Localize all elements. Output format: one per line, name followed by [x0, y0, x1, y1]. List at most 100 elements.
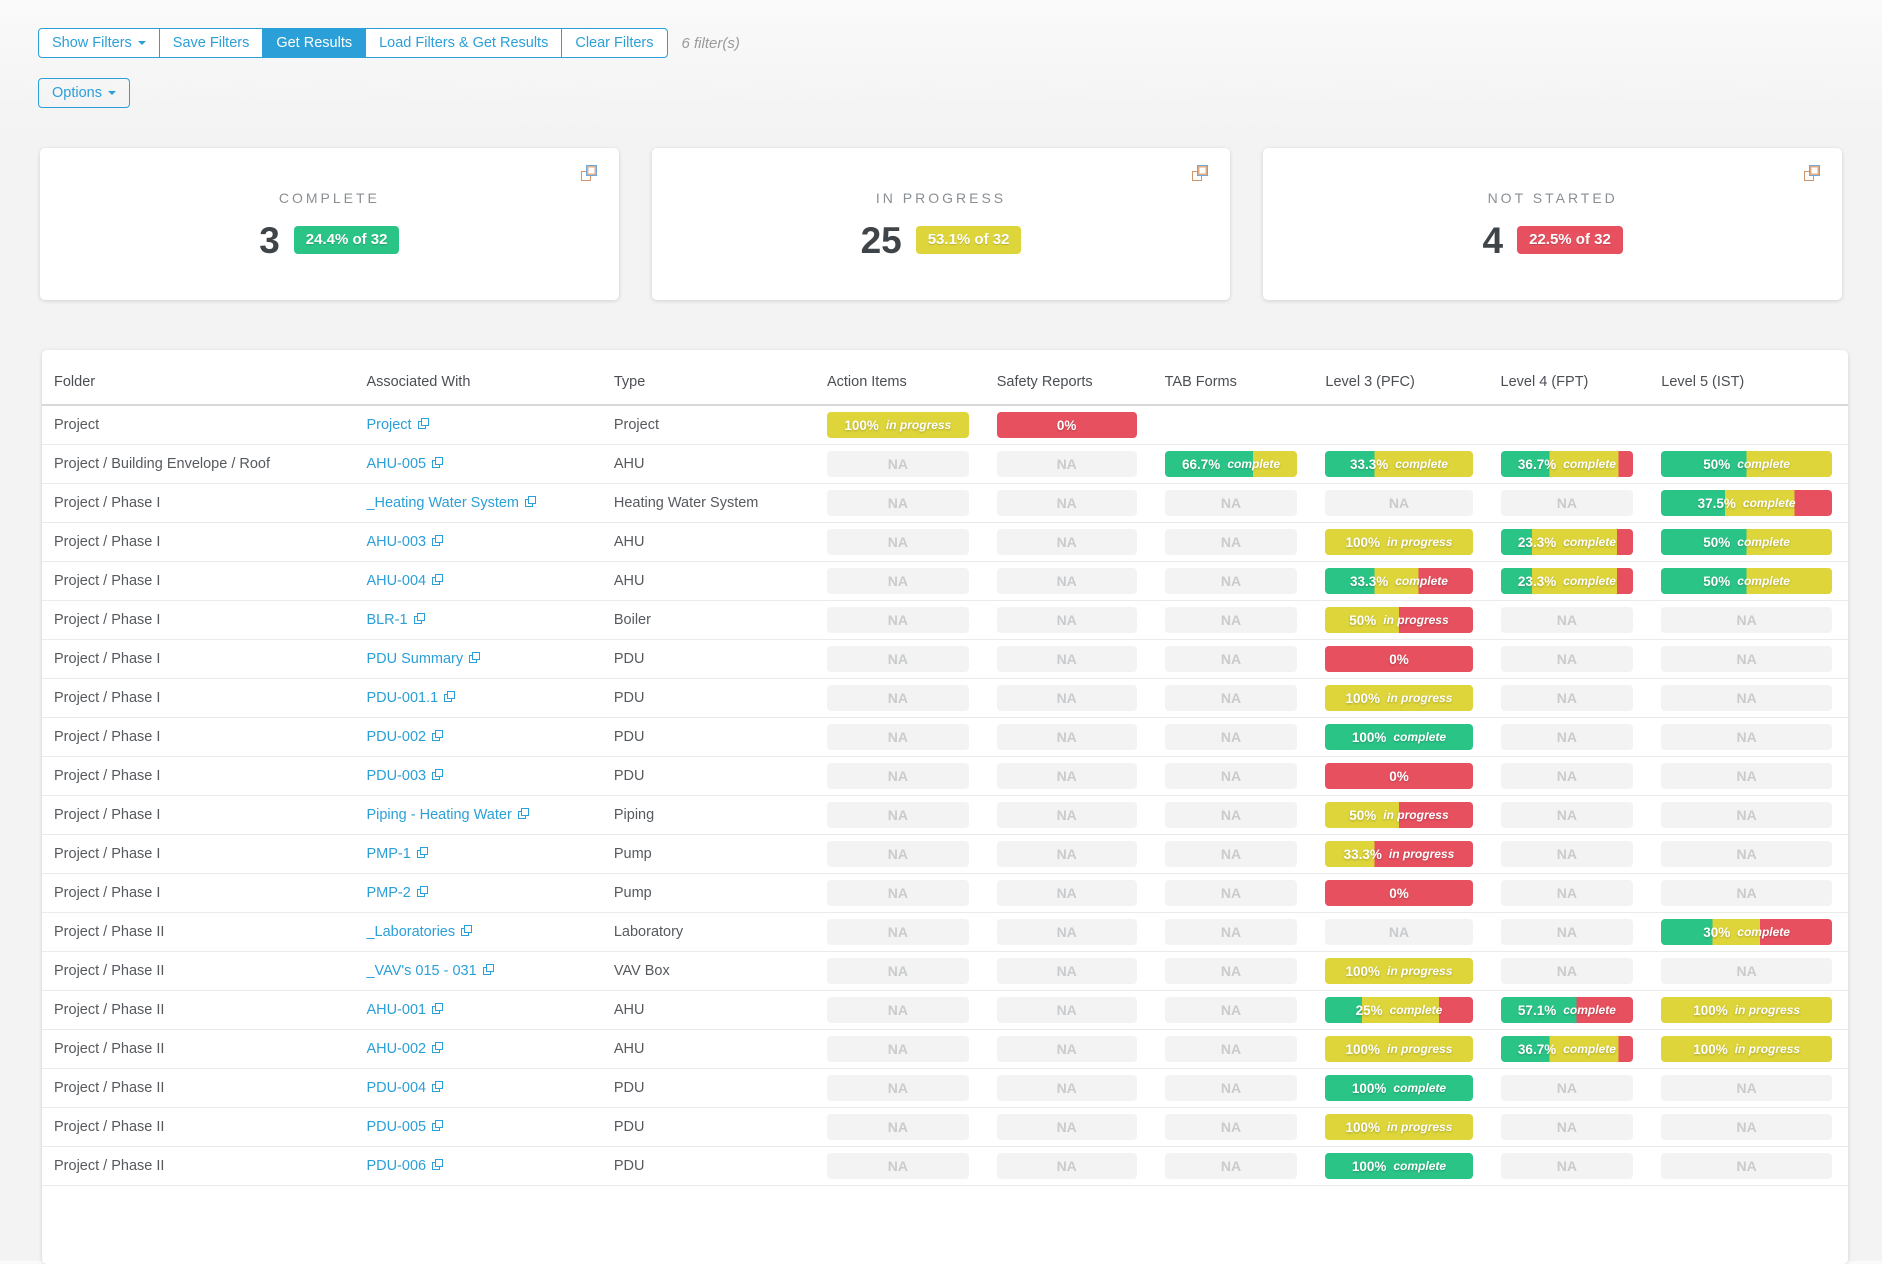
- progress-badge[interactable]: 0%: [1325, 646, 1473, 673]
- progress-badge[interactable]: 100% complete: [1325, 724, 1473, 751]
- filter-button-save-filters[interactable]: Save Filters: [158, 28, 264, 59]
- type-cell: VAV Box: [601, 951, 815, 992]
- badge-cell: 25% complete: [1313, 990, 1489, 1031]
- associated-cell: PDU-004: [354, 1068, 602, 1109]
- folder-cell: Project / Phase I: [42, 522, 355, 563]
- associated-link[interactable]: PDU-005: [366, 1119, 444, 1135]
- column-header-folder[interactable]: Folder: [42, 350, 355, 407]
- associated-link[interactable]: Piping - Heating Water: [366, 807, 529, 823]
- progress-badge[interactable]: 100% in progress: [1325, 685, 1473, 712]
- associated-link[interactable]: _VAV's 015 - 031: [366, 963, 494, 979]
- badge-status: complete: [1389, 1003, 1443, 1018]
- progress-badge[interactable]: 36.7% complete: [1500, 451, 1634, 478]
- badge-cell: NA: [1488, 483, 1650, 524]
- column-header-type[interactable]: Type: [601, 350, 815, 407]
- associated-link[interactable]: PDU Summary: [366, 651, 481, 667]
- badge-cell: 50% complete: [1649, 522, 1848, 563]
- progress-badge[interactable]: 33.3% in progress: [1325, 841, 1473, 868]
- associated-link[interactable]: PMP-2: [366, 885, 428, 901]
- associated-link[interactable]: AHU-005: [366, 456, 444, 472]
- associated-link[interactable]: PMP-1: [366, 846, 428, 862]
- card-stat-row: 3 24.4% of 32: [259, 219, 400, 261]
- badge-cell: NA: [814, 795, 985, 836]
- progress-badge[interactable]: 100% in progress: [826, 412, 969, 439]
- progress-badge[interactable]: 50% complete: [1661, 568, 1832, 595]
- progress-badge[interactable]: 100% complete: [1325, 1153, 1473, 1180]
- column-header-associated-with[interactable]: Associated With: [354, 350, 602, 407]
- card-count: 3: [259, 219, 280, 261]
- progress-badge[interactable]: 36.7% complete: [1500, 1036, 1634, 1063]
- column-header-tab-forms[interactable]: TAB Forms: [1152, 350, 1314, 407]
- na-badge: NA: [1661, 646, 1832, 673]
- badge-cell: NA: [1152, 1029, 1314, 1070]
- progress-badge[interactable]: 23.3% complete: [1500, 529, 1634, 556]
- progress-badge[interactable]: 100% complete: [1325, 1075, 1473, 1102]
- expand-icon[interactable]: [1804, 165, 1821, 182]
- na-badge: NA: [996, 490, 1137, 517]
- associated-link[interactable]: PDU-003: [366, 768, 444, 784]
- filter-button-get-results[interactable]: Get Results: [262, 28, 367, 59]
- na-badge: NA: [1325, 919, 1473, 946]
- associated-link[interactable]: PDU-001.1: [366, 690, 456, 706]
- progress-badge[interactable]: 0%: [996, 412, 1137, 439]
- progress-badge[interactable]: 50% complete: [1661, 529, 1832, 556]
- folder-cell: Project / Phase II: [42, 912, 355, 953]
- filter-button-show-filters[interactable]: Show Filters: [38, 28, 160, 59]
- progress-badge[interactable]: 100% in progress: [1661, 997, 1832, 1024]
- progress-badge[interactable]: 100% in progress: [1325, 958, 1473, 985]
- column-header-safety-reports[interactable]: Safety Reports: [984, 350, 1153, 407]
- expand-icon[interactable]: [1192, 165, 1209, 182]
- associated-link[interactable]: AHU-004: [366, 573, 444, 589]
- progress-badge[interactable]: 100% in progress: [1325, 529, 1473, 556]
- progress-badge[interactable]: 33.3% complete: [1325, 451, 1473, 478]
- progress-badge[interactable]: 50% complete: [1661, 451, 1832, 478]
- badge-status: complete: [1563, 1003, 1616, 1018]
- expand-icon[interactable]: [580, 165, 597, 182]
- badge-cell: 100% complete: [1313, 1068, 1489, 1109]
- popout-icon: [432, 574, 444, 586]
- badge-cell: [1649, 405, 1848, 446]
- type-cell: PDU: [601, 1146, 815, 1187]
- badge-cell: 30% complete: [1649, 912, 1848, 953]
- column-header-level-5-ist[interactable]: Level 5 (IST): [1649, 350, 1848, 407]
- associated-link[interactable]: AHU-001: [366, 1002, 444, 1018]
- options-button[interactable]: Options: [38, 78, 130, 109]
- associated-link[interactable]: PDU-002: [366, 729, 444, 745]
- progress-badge[interactable]: 0%: [1325, 880, 1473, 907]
- badge-cell: NA: [984, 483, 1153, 524]
- associated-link[interactable]: _Laboratories: [366, 924, 473, 940]
- progress-badge[interactable]: 100% in progress: [1325, 1036, 1473, 1063]
- column-header-action-items[interactable]: Action Items: [814, 350, 985, 407]
- associated-link[interactable]: AHU-003: [366, 534, 444, 550]
- badge-cell: NA: [1649, 639, 1848, 680]
- filter-button-load-filters-get-results[interactable]: Load Filters & Get Results: [365, 28, 563, 59]
- na-badge: NA: [996, 1153, 1137, 1180]
- progress-badge[interactable]: 50% in progress: [1325, 607, 1473, 634]
- progress-badge[interactable]: 23.3% complete: [1500, 568, 1634, 595]
- na-badge: NA: [1500, 607, 1634, 634]
- associated-link[interactable]: AHU-002: [366, 1041, 444, 1057]
- badge-percentage: 0%: [1389, 885, 1409, 901]
- column-header-level-4-fpt[interactable]: Level 4 (FPT): [1488, 350, 1650, 407]
- progress-badge[interactable]: 30% complete: [1661, 919, 1832, 946]
- progress-badge[interactable]: 0%: [1325, 763, 1473, 790]
- progress-badge[interactable]: 66.7% complete: [1164, 451, 1298, 478]
- progress-badge[interactable]: 50% in progress: [1325, 802, 1473, 829]
- progress-badge[interactable]: 37.5% complete: [1661, 490, 1832, 517]
- badge-cell: NA: [814, 717, 985, 758]
- progress-badge[interactable]: 100% in progress: [1661, 1036, 1832, 1063]
- column-header-level-3-pfc[interactable]: Level 3 (PFC): [1313, 350, 1489, 407]
- badge-percentage: 100%: [1351, 1080, 1387, 1096]
- associated-link[interactable]: PDU-006: [366, 1158, 444, 1174]
- associated-link[interactable]: _Heating Water System: [366, 495, 537, 511]
- associated-link[interactable]: BLR-1: [366, 612, 425, 628]
- progress-badge[interactable]: 33.3% complete: [1325, 568, 1473, 595]
- associated-link[interactable]: PDU-004: [366, 1080, 444, 1096]
- progress-badge[interactable]: 57.1% complete: [1500, 997, 1634, 1024]
- badge-cell: NA: [984, 1146, 1153, 1187]
- associated-link[interactable]: Project: [366, 417, 429, 433]
- progress-badge[interactable]: 100% in progress: [1325, 1114, 1473, 1141]
- button-label: Clear Filters: [575, 35, 654, 51]
- progress-badge[interactable]: 25% complete: [1325, 997, 1473, 1024]
- filter-button-clear-filters[interactable]: Clear Filters: [561, 28, 668, 59]
